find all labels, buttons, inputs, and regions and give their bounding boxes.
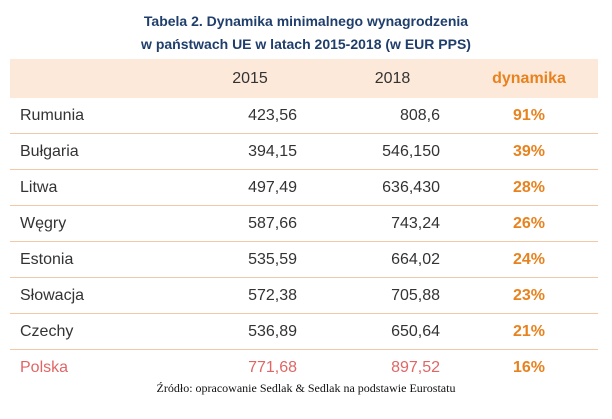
value-2018-cell: 636,430: [382, 178, 440, 196]
header-2015: 2015: [232, 69, 268, 87]
country-cell: Litwa: [20, 178, 58, 196]
table-title-line-2: w państwach UE w latach 2015-2018 (w EUR…: [141, 36, 471, 52]
value-2015-cell: 536,89: [248, 322, 297, 340]
table-row: Słowacja 572,38 705,88 23%: [10, 278, 598, 314]
value-2015-cell: 771,68: [248, 358, 297, 376]
dynamika-cell: 23%: [512, 286, 546, 304]
value-2018-cell: 897,52: [391, 358, 440, 376]
source-note: Źródło: opracowanie Sedlak & Sedlak na p…: [156, 381, 456, 395]
table-row: Węgry 587,66 743,24 26%: [10, 206, 598, 242]
country-cell: Bułgaria: [20, 142, 79, 160]
header-country: [10, 59, 175, 98]
country-cell: Polska: [20, 358, 69, 376]
value-2018-cell: 705,88: [391, 286, 440, 304]
country-cell: Słowacja: [20, 286, 85, 304]
table-title-line-1: Tabela 2. Dynamika minimalnego wynagrodz…: [143, 13, 469, 29]
table-row: Rumunia 423,56 808,6 91%: [10, 98, 598, 134]
wage-dynamics-table: 2015 2018 dynamika Rumunia 423,56 808,6 …: [10, 59, 598, 385]
country-cell: Rumunia: [20, 106, 85, 124]
country-cell: Estonia: [20, 250, 74, 268]
country-cell: Czechy: [20, 322, 74, 340]
table-row-highlight: Polska 771,68 897,52 16%: [10, 350, 598, 386]
table-row: Czechy 536,89 650,64 21%: [10, 314, 598, 350]
value-2015-cell: 394,15: [248, 142, 297, 160]
value-2015-cell: 497,49: [248, 178, 297, 196]
dynamika-cell: 21%: [512, 322, 546, 340]
dynamika-cell: 24%: [512, 250, 546, 268]
table-row: Litwa 497,49 636,430 28%: [10, 170, 598, 206]
value-2015-cell: 587,66: [248, 214, 297, 232]
value-2018-cell: 743,24: [391, 214, 440, 232]
value-2018-cell: 546,150: [382, 142, 440, 160]
dynamika-cell: 91%: [512, 106, 546, 124]
dynamika-cell: 26%: [512, 214, 546, 232]
value-2015-cell: 572,38: [248, 286, 297, 304]
value-2015-cell: 423,56: [248, 106, 297, 124]
value-2018-cell: 650,64: [391, 322, 440, 340]
value-2018-cell: 808,6: [399, 106, 440, 124]
header-dynamika: dynamika: [492, 69, 566, 87]
header-2018: 2018: [374, 69, 411, 87]
dynamika-cell: 28%: [512, 178, 546, 196]
country-cell: Węgry: [20, 214, 67, 232]
table-row: Bułgaria 394,15 546,150 39%: [10, 134, 598, 170]
table-header-row: 2015 2018 dynamika: [10, 59, 598, 98]
value-2015-cell: 535,59: [248, 250, 297, 268]
dynamika-cell: 16%: [512, 358, 546, 376]
table-row: Estonia 535,59 664,02 24%: [10, 242, 598, 278]
dynamika-cell: 39%: [512, 142, 546, 160]
value-2018-cell: 664,02: [391, 250, 440, 268]
